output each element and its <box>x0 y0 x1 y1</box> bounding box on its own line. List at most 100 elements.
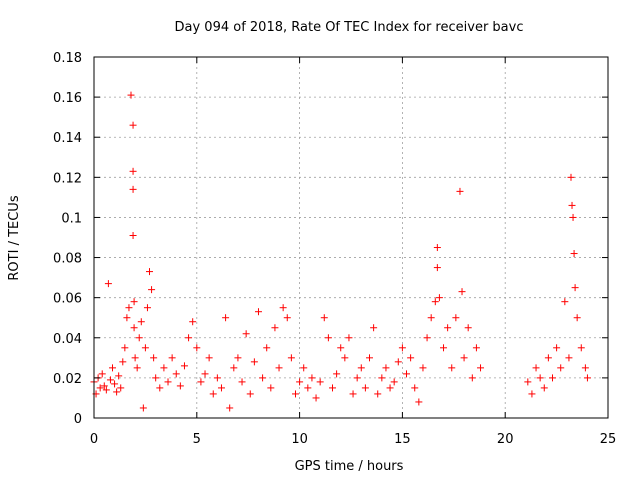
data-point <box>185 334 193 342</box>
data-point <box>320 314 328 322</box>
data-point <box>146 268 154 276</box>
data-point <box>234 354 242 362</box>
data-point <box>532 364 540 372</box>
data-point <box>411 384 419 392</box>
data-point <box>193 344 201 352</box>
data-point <box>100 382 108 390</box>
plot-area-frame <box>93 56 609 419</box>
data-point <box>96 384 104 392</box>
data-point <box>583 374 591 382</box>
data-point <box>283 314 291 322</box>
x-tick-label: 10 <box>291 432 308 447</box>
data-point <box>127 91 135 99</box>
data-point <box>279 304 287 312</box>
data-point <box>176 382 184 390</box>
data-point <box>141 344 149 352</box>
data-point <box>133 364 141 372</box>
data-point <box>131 354 139 362</box>
data-point <box>528 390 536 398</box>
y-tick-label: 0 <box>74 412 82 427</box>
data-point <box>386 384 394 392</box>
data-point <box>123 314 131 322</box>
data-point <box>130 324 138 332</box>
data-point <box>119 358 127 366</box>
data-point <box>452 314 460 322</box>
x-tick-label: 5 <box>193 432 201 447</box>
y-tick-label: 0.08 <box>53 252 82 267</box>
data-point <box>148 286 156 294</box>
data-point <box>567 173 575 181</box>
data-point <box>115 372 123 380</box>
grid-lines <box>94 57 608 418</box>
data-point <box>143 304 151 312</box>
data-point <box>160 364 168 372</box>
x-axis-label: GPS time / hours <box>295 459 404 474</box>
data-point <box>129 121 137 129</box>
data-point <box>139 404 147 412</box>
data-point <box>230 364 238 372</box>
data-point <box>152 374 160 382</box>
data-point <box>125 304 133 312</box>
data-point <box>448 364 456 372</box>
data-point <box>571 284 579 292</box>
data-point <box>117 384 125 392</box>
data-point <box>398 344 406 352</box>
data-point <box>378 374 386 382</box>
x-tick-label: 15 <box>394 432 411 447</box>
data-point <box>129 185 137 193</box>
data-point <box>254 308 262 316</box>
data-point <box>189 318 197 326</box>
data-point <box>415 398 423 406</box>
data-point <box>213 374 221 382</box>
data-point <box>271 324 279 332</box>
data-point <box>577 344 585 352</box>
data-point <box>394 358 402 366</box>
data-point <box>111 380 119 388</box>
data-point <box>456 187 464 195</box>
data-point <box>468 374 476 382</box>
data-point <box>561 298 569 306</box>
x-tick-label: 0 <box>90 432 98 447</box>
data-point <box>300 364 308 372</box>
data-point <box>296 378 304 386</box>
data-point <box>201 370 209 378</box>
data-point <box>374 390 382 398</box>
data-point <box>246 390 254 398</box>
data-point <box>390 378 398 386</box>
data-point <box>458 288 466 296</box>
data-point <box>536 374 544 382</box>
y-tick-label: 0.12 <box>53 171 82 186</box>
data-point <box>444 324 452 332</box>
x-tick-label: 25 <box>600 432 617 447</box>
data-point <box>431 298 439 306</box>
data-point <box>349 390 357 398</box>
data-point <box>544 354 552 362</box>
data-point <box>275 364 283 372</box>
data-point <box>287 354 295 362</box>
data-point <box>568 201 576 209</box>
data-point <box>205 354 213 362</box>
data-point <box>164 378 172 386</box>
data-point <box>104 280 112 288</box>
data-point <box>407 354 415 362</box>
data-point <box>440 344 448 352</box>
y-tick-label: 0.16 <box>53 91 82 106</box>
data-point <box>135 334 143 342</box>
data-point <box>129 231 137 239</box>
data-point <box>137 318 145 326</box>
y-tick-label: 0.1 <box>61 211 82 226</box>
data-points <box>90 91 591 412</box>
data-point <box>106 376 114 384</box>
axis-ticks: 0 5 10 15 20 25 0 0.02 0.04 0.06 0.08 0.1 0.12 0.14 0.… <box>53 51 616 447</box>
data-point <box>540 384 548 392</box>
data-point <box>435 294 443 302</box>
data-point <box>370 324 378 332</box>
data-point <box>345 334 353 342</box>
data-point <box>197 378 205 386</box>
data-point <box>267 384 275 392</box>
data-point <box>156 384 164 392</box>
data-point <box>353 374 361 382</box>
data-point <box>180 362 188 370</box>
data-point <box>477 364 485 372</box>
data-point <box>569 213 577 221</box>
